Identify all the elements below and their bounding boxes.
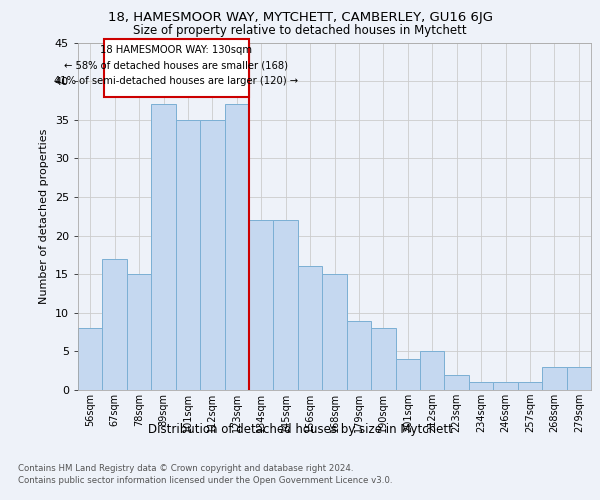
Bar bbox=[566, 367, 591, 390]
Bar bbox=[274, 220, 298, 390]
Y-axis label: Number of detached properties: Number of detached properties bbox=[39, 128, 49, 304]
Bar bbox=[103, 258, 127, 390]
Bar bbox=[200, 120, 224, 390]
Bar bbox=[420, 352, 445, 390]
Bar bbox=[395, 359, 420, 390]
Bar bbox=[127, 274, 151, 390]
Text: 41% of semi-detached houses are larger (120) →: 41% of semi-detached houses are larger (… bbox=[54, 76, 298, 86]
Bar bbox=[78, 328, 103, 390]
Bar bbox=[371, 328, 395, 390]
Text: 18, HAMESMOOR WAY, MYTCHETT, CAMBERLEY, GU16 6JG: 18, HAMESMOOR WAY, MYTCHETT, CAMBERLEY, … bbox=[107, 11, 493, 24]
Bar bbox=[347, 320, 371, 390]
Bar bbox=[493, 382, 518, 390]
Bar bbox=[151, 104, 176, 390]
Bar bbox=[322, 274, 347, 390]
Text: Contains HM Land Registry data © Crown copyright and database right 2024.: Contains HM Land Registry data © Crown c… bbox=[18, 464, 353, 473]
Bar bbox=[224, 104, 249, 390]
Bar bbox=[445, 374, 469, 390]
Text: Size of property relative to detached houses in Mytchett: Size of property relative to detached ho… bbox=[133, 24, 467, 37]
Text: Distribution of detached houses by size in Mytchett: Distribution of detached houses by size … bbox=[148, 422, 452, 436]
Text: 18 HAMESMOOR WAY: 130sqm: 18 HAMESMOOR WAY: 130sqm bbox=[100, 45, 252, 55]
FancyBboxPatch shape bbox=[104, 38, 248, 96]
Bar bbox=[249, 220, 274, 390]
Bar bbox=[469, 382, 493, 390]
Bar bbox=[176, 120, 200, 390]
Bar bbox=[298, 266, 322, 390]
Text: Contains public sector information licensed under the Open Government Licence v3: Contains public sector information licen… bbox=[18, 476, 392, 485]
Text: ← 58% of detached houses are smaller (168): ← 58% of detached houses are smaller (16… bbox=[64, 60, 288, 70]
Bar bbox=[518, 382, 542, 390]
Bar bbox=[542, 367, 566, 390]
